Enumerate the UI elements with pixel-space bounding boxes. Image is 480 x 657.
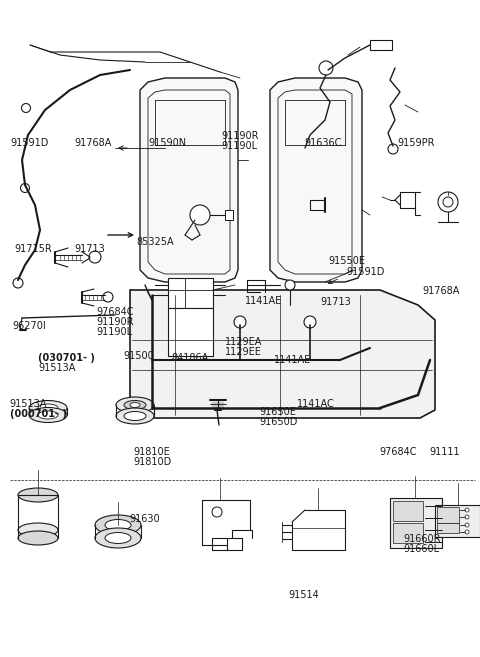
Text: 97684C: 97684C — [379, 447, 417, 457]
Polygon shape — [130, 290, 435, 418]
Text: 91190R: 91190R — [96, 317, 133, 327]
Ellipse shape — [18, 523, 58, 537]
Circle shape — [465, 530, 469, 534]
Circle shape — [22, 104, 31, 112]
Ellipse shape — [116, 408, 154, 424]
Text: 91550E: 91550E — [329, 256, 366, 266]
Ellipse shape — [116, 397, 154, 413]
Ellipse shape — [124, 401, 146, 409]
Ellipse shape — [29, 407, 67, 422]
Text: 91713: 91713 — [74, 244, 105, 254]
Text: 91190R: 91190R — [222, 131, 259, 141]
Polygon shape — [148, 90, 230, 274]
Circle shape — [103, 292, 113, 302]
Bar — [168, 278, 213, 308]
Ellipse shape — [105, 520, 131, 530]
Text: 91810D: 91810D — [133, 457, 172, 466]
Text: 97684C: 97684C — [96, 307, 133, 317]
Circle shape — [234, 316, 246, 328]
Text: 1129EA: 1129EA — [225, 337, 262, 347]
Text: (000701- ): (000701- ) — [10, 409, 66, 419]
Text: 84186A: 84186A — [172, 353, 209, 363]
Circle shape — [212, 507, 222, 517]
Bar — [393, 501, 423, 521]
Ellipse shape — [38, 404, 58, 412]
Polygon shape — [278, 90, 352, 274]
Ellipse shape — [18, 531, 58, 545]
Text: 91513A: 91513A — [38, 363, 76, 373]
Ellipse shape — [105, 533, 131, 543]
Circle shape — [443, 197, 453, 207]
Bar — [225, 210, 233, 220]
Ellipse shape — [95, 515, 141, 535]
Text: 91591D: 91591D — [347, 267, 385, 277]
Text: 91630: 91630 — [130, 514, 160, 524]
Text: 91810E: 91810E — [133, 447, 170, 457]
Text: 91650D: 91650D — [259, 417, 298, 427]
Circle shape — [300, 145, 310, 155]
Circle shape — [190, 205, 210, 225]
Ellipse shape — [18, 488, 58, 502]
Text: 9159PR: 9159PR — [397, 138, 435, 148]
Ellipse shape — [124, 411, 146, 420]
Text: 91513A: 91513A — [10, 399, 47, 409]
Text: 91591D: 91591D — [11, 138, 49, 148]
Text: 1141AE: 1141AE — [274, 355, 311, 365]
Ellipse shape — [95, 528, 141, 548]
Text: 91715R: 91715R — [14, 244, 52, 254]
Polygon shape — [270, 78, 362, 282]
Ellipse shape — [130, 403, 140, 407]
Text: 91500: 91500 — [124, 351, 155, 361]
Bar — [168, 308, 213, 356]
Text: 91514: 91514 — [288, 590, 319, 600]
Text: 91190L: 91190L — [96, 327, 132, 337]
Circle shape — [465, 515, 469, 519]
Ellipse shape — [29, 401, 67, 415]
Circle shape — [465, 523, 469, 527]
Text: 91768A: 91768A — [422, 286, 460, 296]
Bar — [437, 507, 459, 523]
Text: 96270I: 96270I — [12, 321, 46, 330]
Bar — [390, 498, 442, 548]
Text: 1141AE: 1141AE — [245, 296, 282, 306]
Text: 85325A: 85325A — [137, 237, 174, 246]
Bar — [370, 40, 392, 50]
Text: 91713: 91713 — [321, 297, 351, 307]
Text: 91650E: 91650E — [259, 407, 296, 417]
Circle shape — [285, 280, 295, 290]
Text: 1129EE: 1129EE — [225, 347, 262, 357]
Polygon shape — [140, 78, 238, 282]
Text: 91636C: 91636C — [305, 138, 342, 148]
Bar — [435, 505, 480, 537]
Text: 91768A: 91768A — [74, 138, 112, 148]
Circle shape — [21, 183, 29, 193]
Circle shape — [304, 316, 316, 328]
Text: 91660R: 91660R — [403, 534, 441, 544]
Bar — [437, 523, 459, 533]
Text: 91660L: 91660L — [403, 544, 439, 554]
Bar — [393, 523, 423, 543]
Circle shape — [438, 192, 458, 212]
Circle shape — [13, 278, 23, 288]
Circle shape — [89, 251, 101, 263]
Circle shape — [465, 508, 469, 512]
Text: 91111: 91111 — [430, 447, 460, 457]
Ellipse shape — [38, 411, 58, 419]
Text: 91590N: 91590N — [149, 138, 187, 148]
Text: 1141AC: 1141AC — [297, 399, 335, 409]
Text: 91190L: 91190L — [222, 141, 258, 151]
Circle shape — [388, 144, 398, 154]
Circle shape — [319, 61, 333, 75]
Text: (030701- ): (030701- ) — [38, 353, 95, 363]
